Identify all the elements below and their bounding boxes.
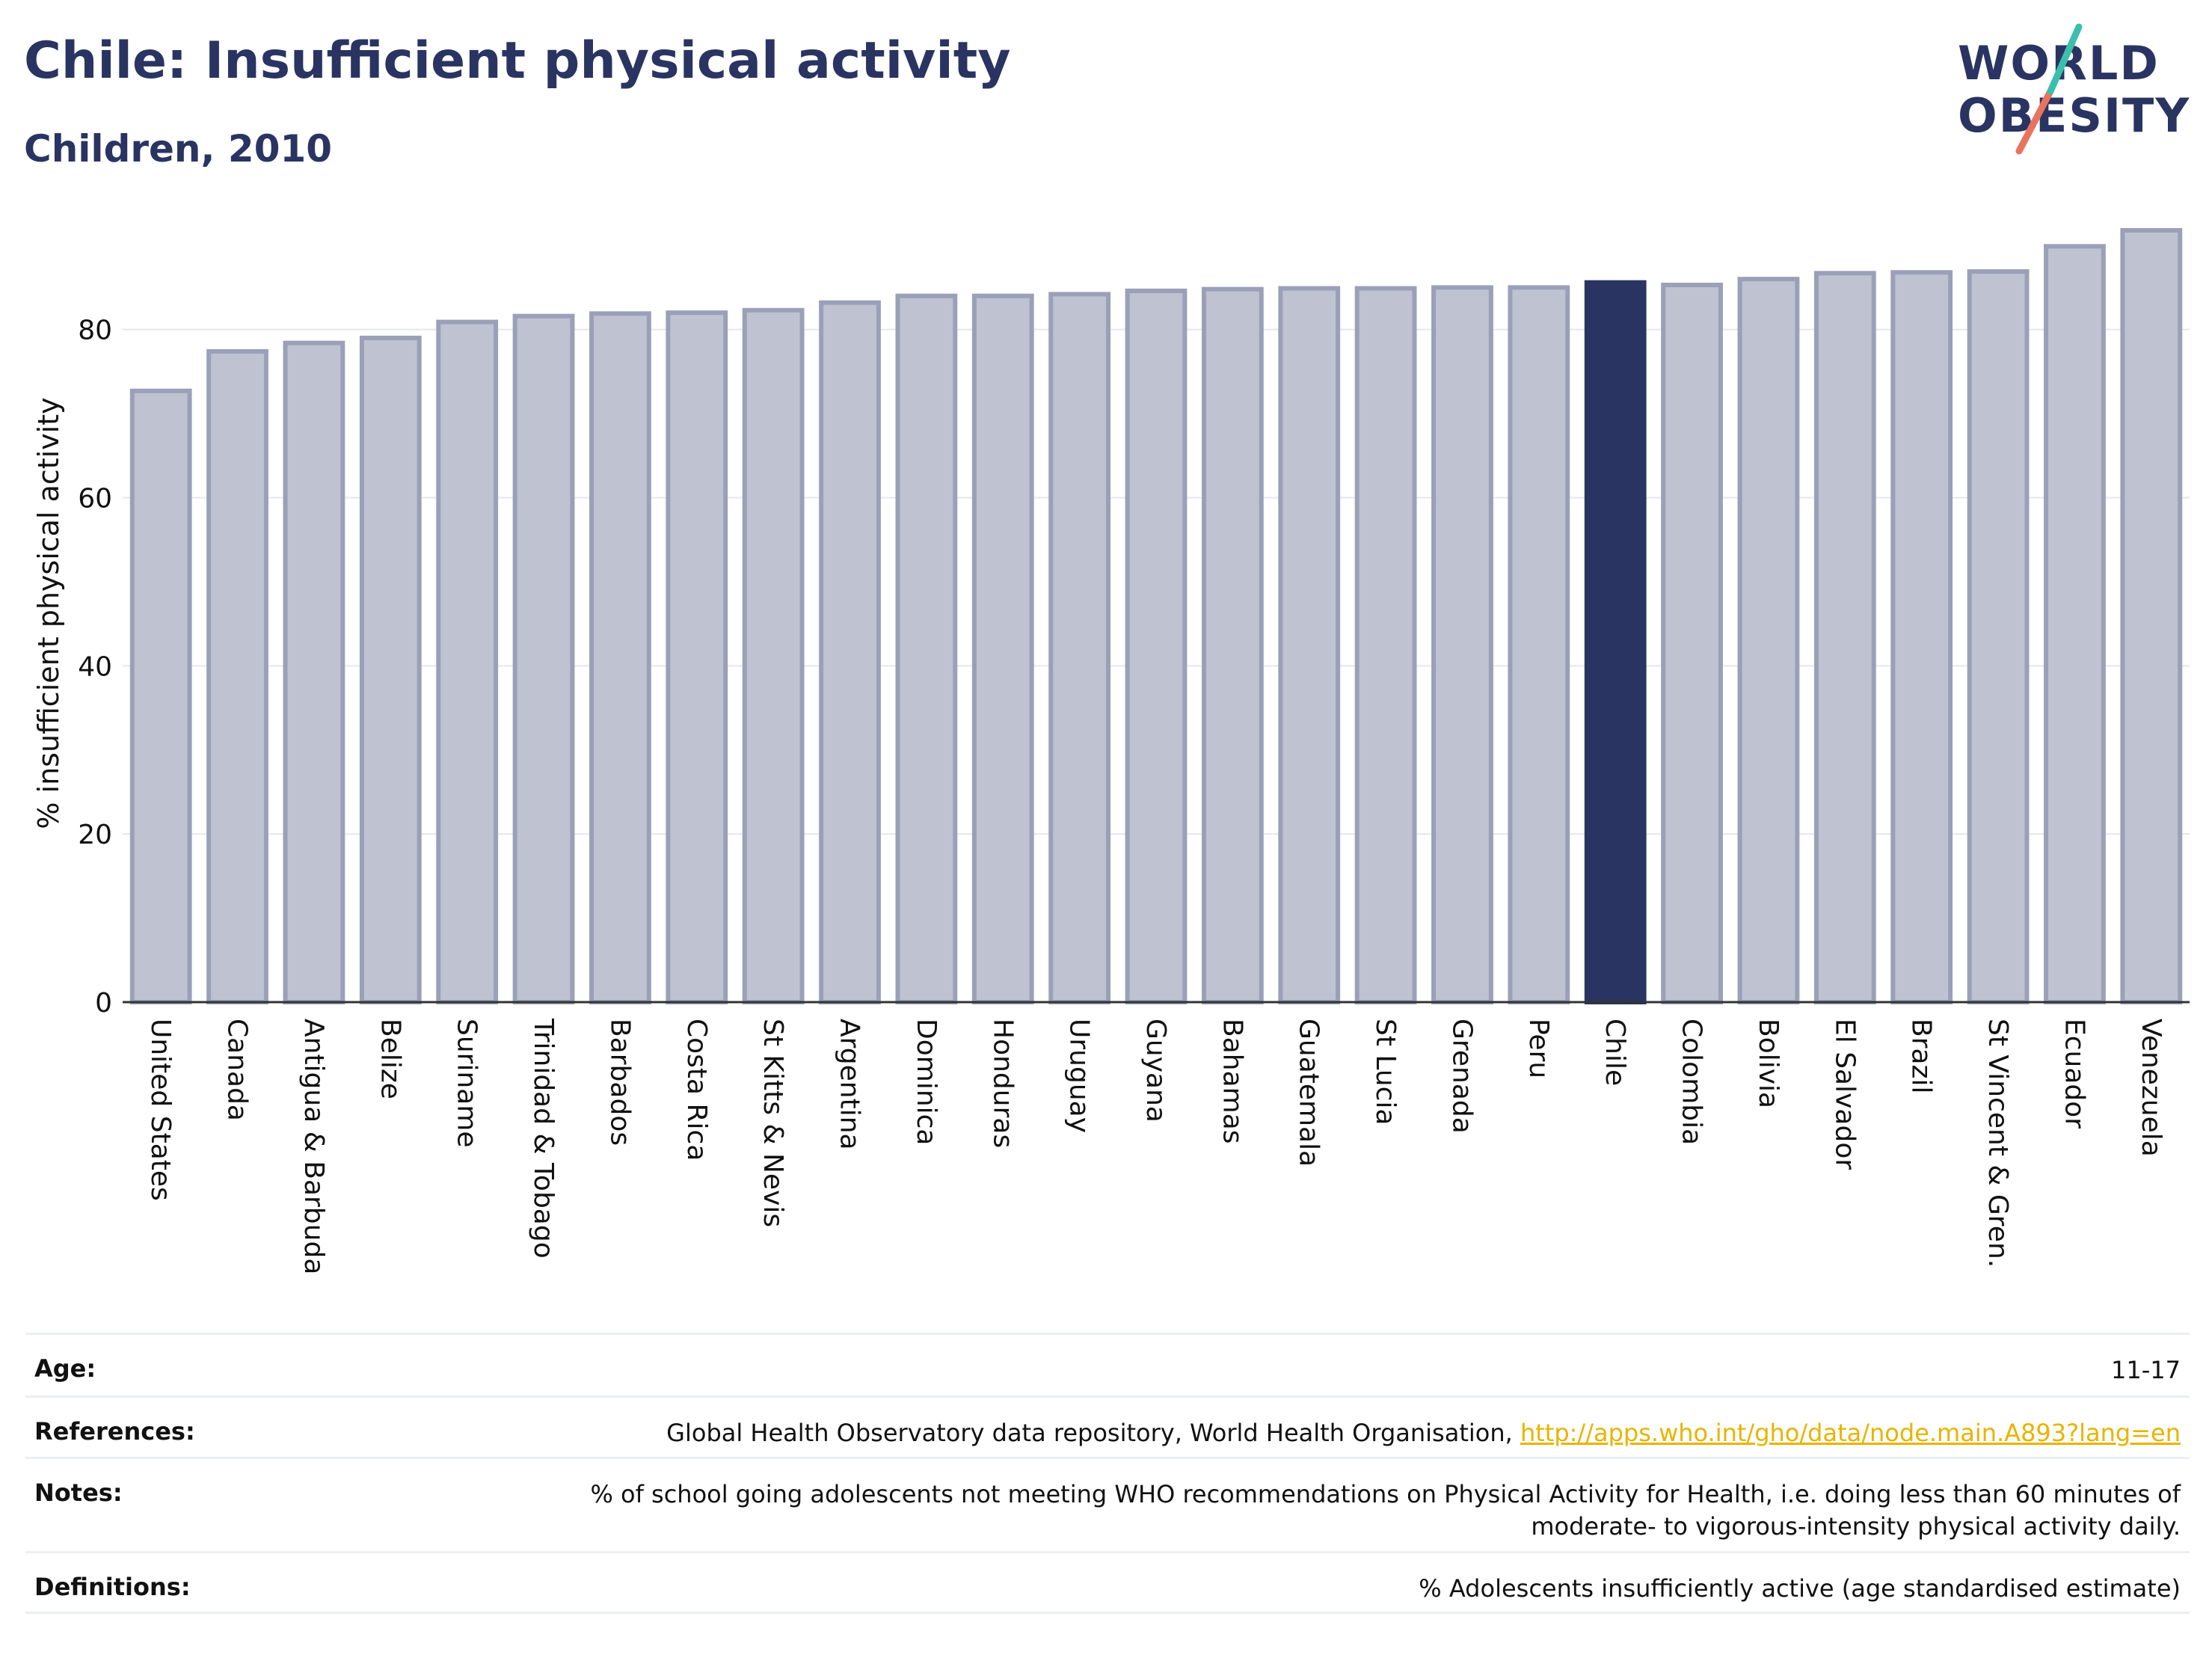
x-tick-label: Canada	[222, 1019, 253, 1121]
notes-line-2: moderate- to vigorous-intensity physical…	[1531, 1512, 2181, 1541]
y-tick-label: 20	[78, 820, 112, 850]
bar-honduras	[971, 293, 1034, 1005]
x-tick-label: St Vincent & Gren.	[1982, 1019, 2013, 1268]
bar-guyana	[1125, 288, 1188, 1004]
x-tick-label: Bolivia	[1753, 1019, 1784, 1108]
bar-costa-rica	[666, 310, 728, 1005]
age-value: 11-17	[2111, 1356, 2181, 1384]
bar-el-salvador	[1813, 271, 1876, 1005]
bar-venezuela	[2120, 227, 2183, 1005]
notes-row: Notes: % of school going adolescents not…	[25, 1457, 2190, 1551]
references-text: Global Health Observatory data repositor…	[666, 1419, 1520, 1447]
references-row: References: Global Health Observatory da…	[25, 1395, 2190, 1457]
bar-grenada	[1431, 285, 1493, 1004]
bar-barbados	[589, 311, 651, 1004]
x-tick-label: Costa Rica	[681, 1019, 712, 1161]
bar-colombia	[1661, 283, 1723, 1005]
notes-line-1: % of school going adolescents not meetin…	[590, 1480, 2181, 1508]
references-link[interactable]: http://apps.who.int/gho/data/node.main.A…	[1520, 1419, 2181, 1447]
x-tick-label: Brazil	[1906, 1019, 1937, 1093]
y-tick-label: 80	[78, 316, 112, 346]
x-tick-label: Trinidad & Tobago	[528, 1018, 559, 1259]
page-title: Chile: Insufficient physical activity	[24, 31, 1011, 90]
bar-st-vincent-gren-	[1967, 269, 2030, 1005]
x-tick-label: Bahamas	[1217, 1019, 1247, 1144]
bar-antigua-barbuda	[283, 340, 345, 1004]
axes: 0 20 40 60 80 United States Canada Antigua & Ba…	[78, 316, 2190, 1274]
x-tick-label: Dominica	[911, 1019, 941, 1146]
y-axis-label: % insufficient physical activity	[32, 397, 65, 829]
age-label: Age:	[34, 1354, 96, 1383]
y-tick-label: 0	[95, 988, 112, 1019]
notes-label: Notes:	[34, 1479, 123, 1507]
x-tick-label: United States	[145, 1019, 176, 1201]
x-tick-label: Chile	[1600, 1019, 1630, 1086]
bar-bahamas	[1201, 286, 1264, 1004]
age-row: Age: 11-17	[25, 1333, 2190, 1395]
page-subtitle: Children, 2010	[24, 127, 333, 171]
bar-argentina	[819, 300, 881, 1004]
bar-canada	[206, 348, 268, 1005]
bar-trinidad-tobago	[512, 313, 575, 1004]
bar-peru	[1508, 285, 1570, 1004]
x-tick-label: Belize	[375, 1019, 405, 1099]
x-tick-label: Colombia	[1677, 1019, 1707, 1145]
y-tick-label: 60	[78, 483, 112, 514]
bar-ecuador	[2044, 244, 2106, 1005]
definitions-row: Definitions: % Adolescents insufficientl…	[25, 1551, 2190, 1614]
bar-dominica	[895, 293, 958, 1005]
definitions-label: Definitions:	[34, 1573, 191, 1601]
references-label: References:	[34, 1417, 195, 1446]
x-tick-label: El Salvador	[1829, 1019, 1860, 1170]
x-tick-label: Venezuela	[2136, 1019, 2166, 1157]
logo-slash-icon	[2015, 23, 2083, 155]
bar-united-states	[129, 388, 192, 1004]
bar-uruguay	[1048, 292, 1111, 1004]
x-tick-label: Suriname	[452, 1019, 482, 1148]
x-tick-label: Grenada	[1446, 1019, 1477, 1134]
bar-bolivia	[1737, 277, 1800, 1004]
bar-guatemala	[1278, 286, 1341, 1004]
bars	[129, 227, 2183, 1005]
x-tick-label: Honduras	[987, 1019, 1018, 1148]
references-value: Global Health Observatory data repositor…	[666, 1417, 2181, 1449]
x-tick-label: Ecuador	[2059, 1019, 2089, 1129]
logo-line-2: OBESITY	[1958, 88, 2191, 143]
y-tick-label: 40	[78, 651, 112, 682]
x-tick-label: St Kitts & Nevis	[758, 1019, 788, 1227]
x-tick-label: Barbados	[604, 1019, 635, 1146]
world-obesity-logo: WORLD OBESITY	[1944, 22, 2191, 157]
x-tick-label: St Lucia	[1370, 1019, 1401, 1126]
definitions-value: % Adolescents insufficiently active (age…	[1419, 1574, 2181, 1603]
bar-st-lucia	[1354, 286, 1417, 1004]
bar-suriname	[436, 319, 499, 1005]
x-tick-label: Antigua & Barbuda	[298, 1019, 329, 1274]
x-tick-label: Peru	[1523, 1019, 1554, 1078]
bar-chart: 0 20 40 60 80 United States Canada Antigua & Ba…	[32, 227, 2190, 1274]
chart-info-table: Age: 11-17 References: Global Health Obs…	[25, 1333, 2190, 1614]
x-tick-label: Guatemala	[1294, 1019, 1324, 1167]
x-tick-label: Argentina	[835, 1019, 865, 1150]
bar-brazil	[1890, 270, 1953, 1005]
x-tick-label: Guyana	[1140, 1019, 1171, 1123]
bar-chile	[1584, 280, 1647, 1005]
notes-value: % of school going adolescents not meetin…	[590, 1479, 2181, 1543]
bar-st-kitts-nevis	[742, 307, 805, 1005]
bar-belize	[359, 335, 422, 1005]
x-tick-label: Uruguay	[1064, 1019, 1095, 1133]
